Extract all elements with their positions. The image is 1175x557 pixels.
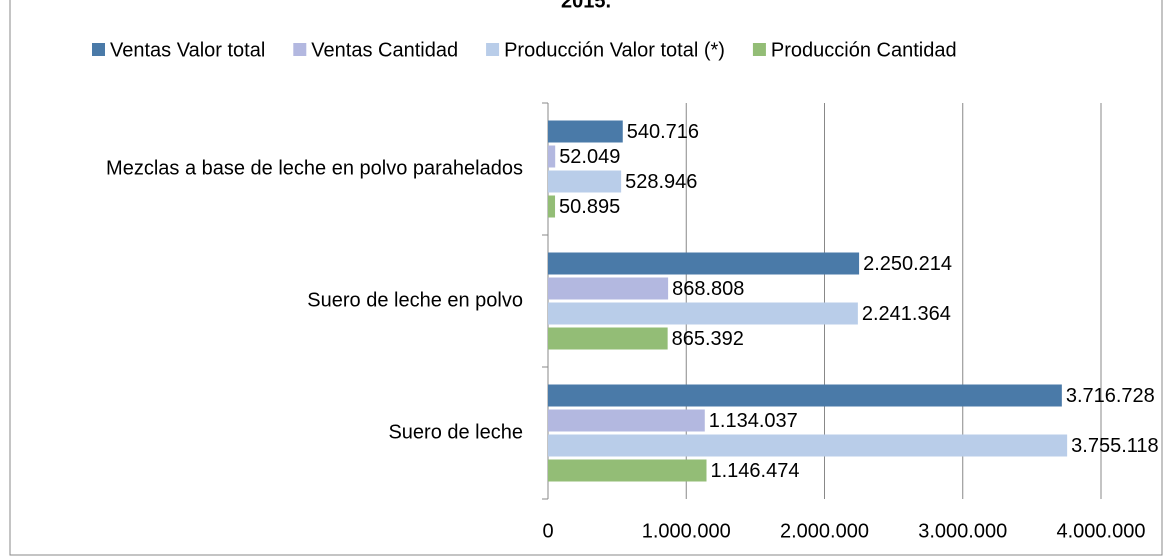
- x-tick-label: 3.000.000: [918, 520, 1007, 542]
- bar: [548, 170, 622, 193]
- data-label: 3.716.728: [1066, 385, 1155, 407]
- legend-swatch: [486, 43, 500, 56]
- bar: [548, 302, 858, 325]
- bar: [548, 327, 668, 350]
- chart-title: 2015.: [561, 0, 611, 12]
- bar: [548, 120, 623, 143]
- x-tick-label: 4.000.000: [1057, 520, 1146, 542]
- x-tick-label: 1.000.000: [642, 520, 731, 542]
- legend-swatch: [752, 43, 766, 56]
- data-label: 1.134.037: [709, 410, 798, 432]
- data-label: 50.895: [559, 196, 620, 218]
- legend-swatch: [293, 43, 307, 56]
- data-label: 868.808: [672, 278, 744, 300]
- bar: [548, 384, 1062, 407]
- data-label: 2.241.364: [862, 303, 951, 325]
- y-tick-label: Mezclas a base de leche en polvo parahel…: [106, 157, 523, 179]
- data-label: 528.946: [625, 171, 697, 193]
- legend-label: Ventas Valor total: [110, 39, 265, 61]
- bar: [548, 195, 556, 218]
- data-label: 2.250.214: [863, 253, 952, 275]
- x-tick-label: 0: [542, 520, 553, 542]
- bar: [548, 409, 705, 432]
- y-tick-label: Suero de leche en polvo: [307, 289, 523, 311]
- legend-label: Producción Valor total (*): [504, 39, 725, 61]
- y-tick-label: Suero de leche: [388, 421, 523, 443]
- x-tick-label: 2.000.000: [780, 520, 869, 542]
- legend-swatch: [92, 43, 105, 56]
- bar: [548, 277, 669, 300]
- legend-label: Producción Cantidad: [771, 39, 957, 61]
- data-label: 1.146.474: [711, 460, 800, 482]
- data-label: 3.755.118: [1071, 435, 1159, 457]
- data-label: 52.049: [559, 146, 620, 168]
- bar: [548, 252, 860, 275]
- bar: [548, 459, 707, 482]
- bar: [548, 145, 556, 168]
- data-label: 540.716: [627, 121, 699, 143]
- bar: [548, 434, 1068, 457]
- legend-label: Ventas Cantidad: [311, 39, 458, 61]
- data-label: 865.392: [672, 328, 744, 350]
